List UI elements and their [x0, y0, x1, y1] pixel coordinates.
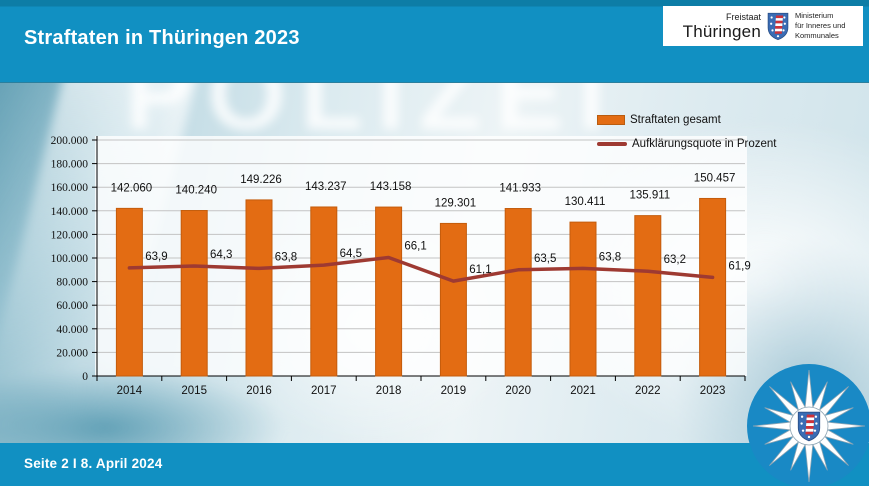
- bar-2021: [569, 221, 597, 377]
- x-axis-label-2014: 2014: [117, 385, 143, 397]
- y-axis-label: 20.000: [56, 347, 88, 359]
- line-label-2015: 64,3: [210, 249, 232, 261]
- bar-label-2021: 130.411: [565, 196, 606, 208]
- footer-bar: Seite 2 I 8. April 2024: [0, 443, 869, 486]
- bar-label-2022: 135.911: [629, 190, 670, 202]
- bar-label-2014: 142.060: [111, 182, 153, 194]
- bar-2019: [439, 222, 467, 377]
- header-bar: Straftaten in Thüringen 2023 Freistaat T…: [0, 0, 869, 83]
- ministry-line: für Inneres und: [795, 21, 846, 31]
- y-axis-label: 80.000: [56, 277, 88, 289]
- chart-legend: Straftaten gesamt Aufklärungsquote in Pr…: [597, 114, 776, 150]
- state-name-large: Thüringen: [682, 21, 761, 41]
- line-label-2019: 61,1: [469, 264, 491, 276]
- y-axis-label: 120.000: [51, 229, 89, 241]
- line-label-2022: 63,2: [664, 254, 686, 266]
- x-axis-label-2016: 2016: [246, 385, 272, 397]
- y-axis-label: 200.000: [51, 135, 89, 147]
- bar-2014: [115, 207, 143, 377]
- page-number-date: Seite 2 I 8. April 2024: [24, 456, 163, 471]
- legend-label: Aufklärungsquote in Prozent: [632, 138, 777, 150]
- bar-2016: [245, 199, 273, 377]
- bar-label-2016: 149.226: [240, 174, 282, 186]
- bar-label-2023: 150.457: [694, 172, 736, 184]
- bar-label-2015: 140.240: [175, 185, 217, 197]
- state-name-small: Freistaat: [725, 11, 761, 22]
- line-label-2021: 63,8: [599, 251, 621, 263]
- line-label-2016: 63,8: [275, 251, 297, 263]
- police-badge-logo: [747, 364, 869, 486]
- bar-2018: [375, 206, 403, 377]
- ministry-name: Ministerium für Inneres und Kommunales: [795, 11, 857, 40]
- y-axis-label: 100.000: [51, 253, 89, 265]
- legend-item-straftaten: Straftaten gesamt: [597, 114, 776, 126]
- x-axis-label-2022: 2022: [635, 385, 661, 397]
- x-axis-label-2020: 2020: [505, 385, 531, 397]
- bar-2023: [699, 197, 727, 377]
- line-label-2020: 63,5: [534, 253, 556, 265]
- x-axis-label-2017: 2017: [311, 385, 337, 397]
- x-axis-label-2021: 2021: [570, 385, 596, 397]
- bar-2022: [634, 215, 662, 377]
- ministry-line: Ministerium: [795, 11, 834, 21]
- bar-2020: [504, 208, 532, 377]
- x-axis-label-2019: 2019: [441, 385, 467, 397]
- ministry-line: Kommunales: [795, 30, 839, 40]
- y-axis-label: 180.000: [51, 159, 89, 171]
- clearance-rate-line: [127, 255, 715, 283]
- badge-coat-of-arms: [797, 411, 821, 442]
- y-axis-label: 0: [82, 371, 88, 383]
- line-swatch-icon: [597, 142, 627, 146]
- bar-label-2018: 143.158: [370, 181, 412, 193]
- page-title: Straftaten in Thüringen 2023: [24, 27, 300, 49]
- state-name: Freistaat Thüringen: [682, 11, 761, 41]
- x-axis-label-2023: 2023: [700, 385, 726, 397]
- bar-swatch-icon: [597, 115, 625, 125]
- bar-label-2017: 143.237: [305, 181, 347, 193]
- bar-label-2020: 141.933: [499, 183, 541, 195]
- bar-label-2019: 129.301: [435, 197, 477, 209]
- y-axis-label: 140.000: [51, 206, 89, 218]
- y-axis-label: 160.000: [51, 182, 89, 194]
- photo-shadow: [0, 368, 285, 443]
- y-axis-label: 60.000: [56, 300, 88, 312]
- line-label-2018: 66,1: [404, 241, 426, 253]
- bar-2017: [310, 206, 338, 377]
- legend-label: Straftaten gesamt: [630, 114, 721, 126]
- x-axis-label-2018: 2018: [376, 385, 402, 397]
- thueringen-ministry-logo: Freistaat Thüringen Ministerium für Inne…: [663, 6, 863, 46]
- y-axis-label: 40.000: [56, 324, 88, 336]
- line-label-2014: 63,9: [145, 251, 167, 263]
- x-axis-label-2015: 2015: [181, 385, 207, 397]
- line-label-2023: 61,9: [728, 260, 750, 272]
- line-label-2017: 64,5: [340, 248, 362, 260]
- bar-2015: [180, 210, 208, 377]
- legend-item-aufklaerungsquote: Aufklärungsquote in Prozent: [597, 138, 776, 150]
